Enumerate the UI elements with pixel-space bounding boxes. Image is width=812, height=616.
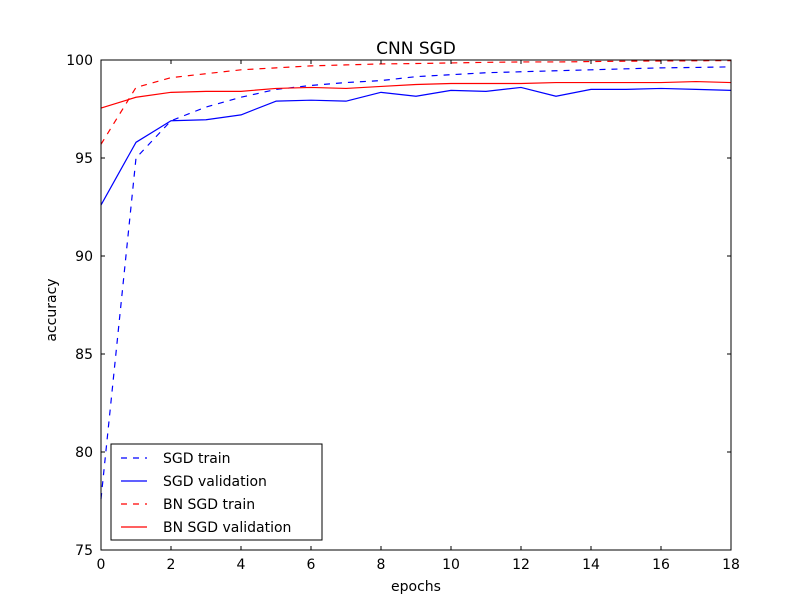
x-tick-label: 16: [652, 557, 670, 573]
series-line-sgd-validation: [101, 87, 731, 205]
y-tick-label: 95: [75, 151, 93, 167]
y-tick-label: 90: [75, 249, 93, 265]
y-tick-label: 100: [66, 53, 93, 69]
x-tick-label: 2: [167, 557, 176, 573]
x-tick-label: 8: [377, 557, 386, 573]
x-tick-label: 4: [237, 557, 246, 573]
y-tick-label: 80: [75, 445, 93, 461]
x-tick-label: 18: [722, 557, 740, 573]
legend-label: SGD validation: [163, 474, 267, 490]
legend-label: BN SGD train: [163, 497, 255, 513]
x-tick-label: 0: [97, 557, 106, 573]
legend-label: SGD train: [163, 451, 231, 467]
legend: SGD train SGD validation BN SGD train BN SG…: [111, 444, 322, 540]
series-sgd-train: [101, 67, 731, 499]
series-sgd-validation: [101, 87, 731, 205]
x-tick-label: 12: [512, 557, 530, 573]
x-axis-label: epochs: [391, 579, 441, 595]
series-bn-sgd-train: [101, 61, 731, 145]
x-tick-label: 14: [582, 557, 600, 573]
legend-label: BN SGD validation: [163, 520, 291, 536]
chart-title: CNN SGD: [376, 39, 456, 59]
series-layer: [101, 61, 731, 499]
y-tick-label: 85: [75, 347, 93, 363]
series-bn-sgd-validation: [101, 82, 731, 108]
x-tick-label: 10: [442, 557, 460, 573]
series-line-sgd-train: [101, 67, 731, 499]
x-tick-label: 6: [307, 557, 316, 573]
y-axis-label: accuracy: [44, 278, 60, 341]
series-line-bn-sgd-validation: [101, 82, 731, 108]
y-tick-label: 75: [75, 543, 93, 559]
series-line-bn-sgd-train: [101, 61, 731, 145]
